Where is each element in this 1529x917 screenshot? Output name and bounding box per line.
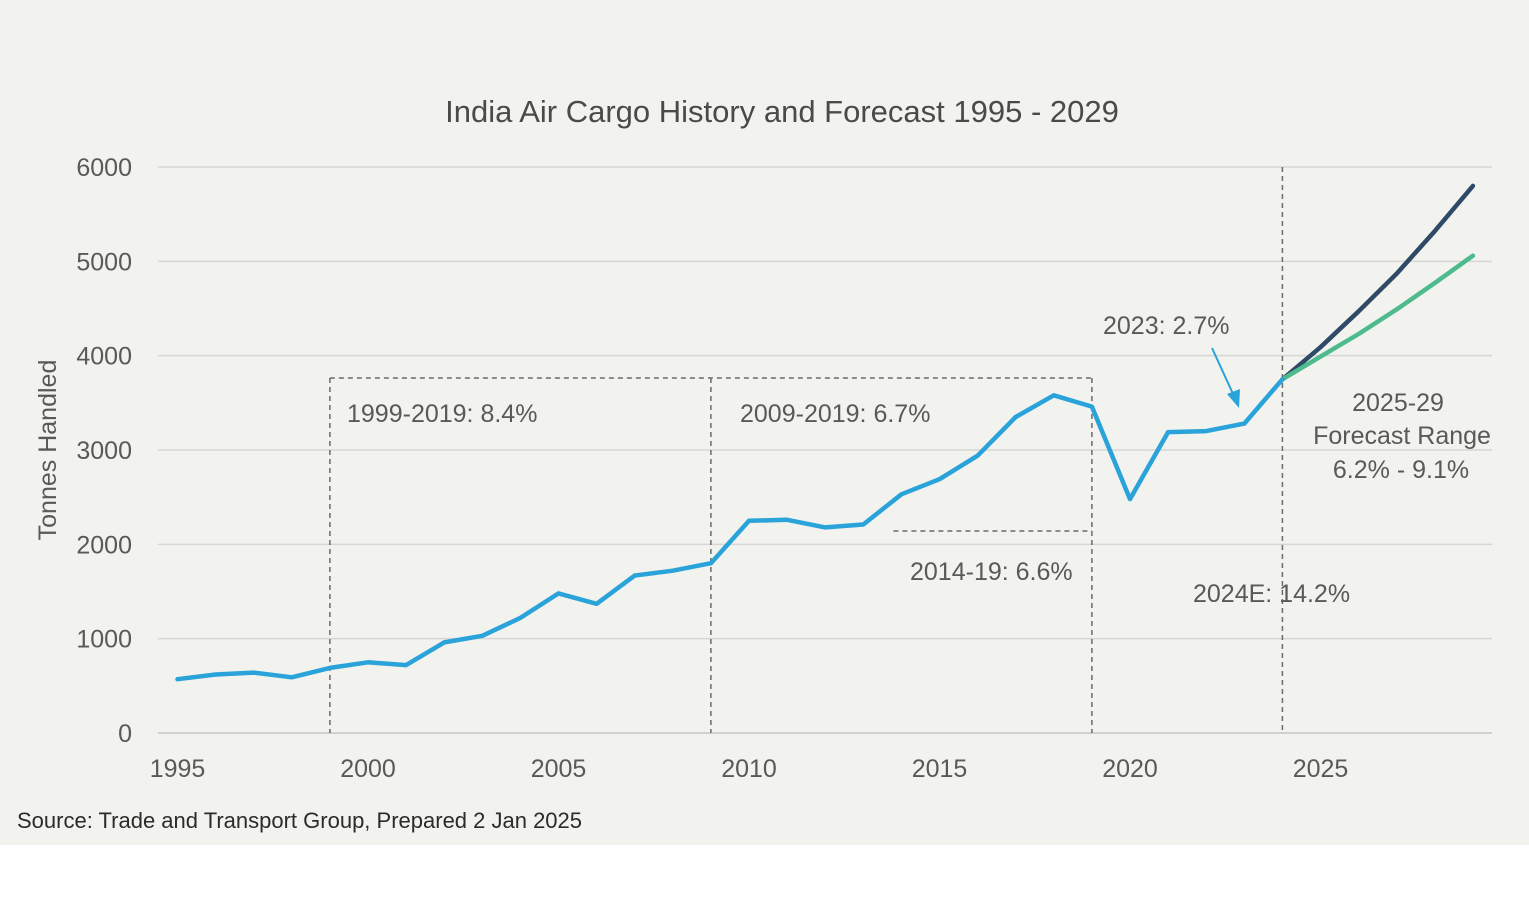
x-tick-label: 2000 <box>340 755 396 783</box>
y-tick-label: 1000 <box>76 626 132 654</box>
annotation-forecast-line2: Forecast Range <box>1313 422 1491 450</box>
source-note: Source: Trade and Transport Group, Prepa… <box>17 808 582 833</box>
x-tick-label: 2010 <box>721 755 777 783</box>
x-tick-label: 2025 <box>1293 755 1349 783</box>
y-tick-label: 3000 <box>76 437 132 465</box>
y-tick-label: 4000 <box>76 343 132 371</box>
series-line-forecast-low <box>1280 253 1476 382</box>
annotation-forecast-line3: 6.2% - 9.1% <box>1333 456 1469 484</box>
y-tick-label: 0 <box>118 720 132 748</box>
annotation-1999-2019: 1999-2019: 8.4% <box>347 400 537 428</box>
series-lines <box>175 183 1476 682</box>
y-tick-label: 2000 <box>76 531 132 559</box>
x-tick-label: 2005 <box>531 755 587 783</box>
x-tick-label: 1995 <box>150 755 206 783</box>
period-brackets <box>329 167 1284 733</box>
axis-ticks: 0 1000 2000 3000 4000 5000 6000 1995 2000 2005 201… <box>76 154 1348 783</box>
annotation-2014-19: 2014-19: 6.6% <box>910 558 1073 586</box>
gridlines <box>158 166 1492 734</box>
y-tick-label: 5000 <box>76 248 132 276</box>
chart-title: India Air Cargo History and Forecast 199… <box>445 94 1119 129</box>
annotation-2023-arrow <box>1211 347 1240 408</box>
annotation-2023: 2023: 2.7% <box>1103 312 1230 340</box>
annotation-2024e: 2024E: 14.2% <box>1193 580 1350 608</box>
y-tick-label: 6000 <box>76 154 132 182</box>
series-line-forecast-high <box>1280 183 1476 382</box>
series-line-history <box>175 377 1285 682</box>
x-tick-label: 2020 <box>1102 755 1158 783</box>
annotation-2009-2019: 2009-2019: 6.7% <box>740 400 930 428</box>
chart-panel <box>0 0 1529 845</box>
y-axis-label: Tonnes Handled <box>34 360 62 541</box>
x-tick-label: 2015 <box>912 755 968 783</box>
annotation-forecast-line1: 2025-29 <box>1352 389 1444 417</box>
